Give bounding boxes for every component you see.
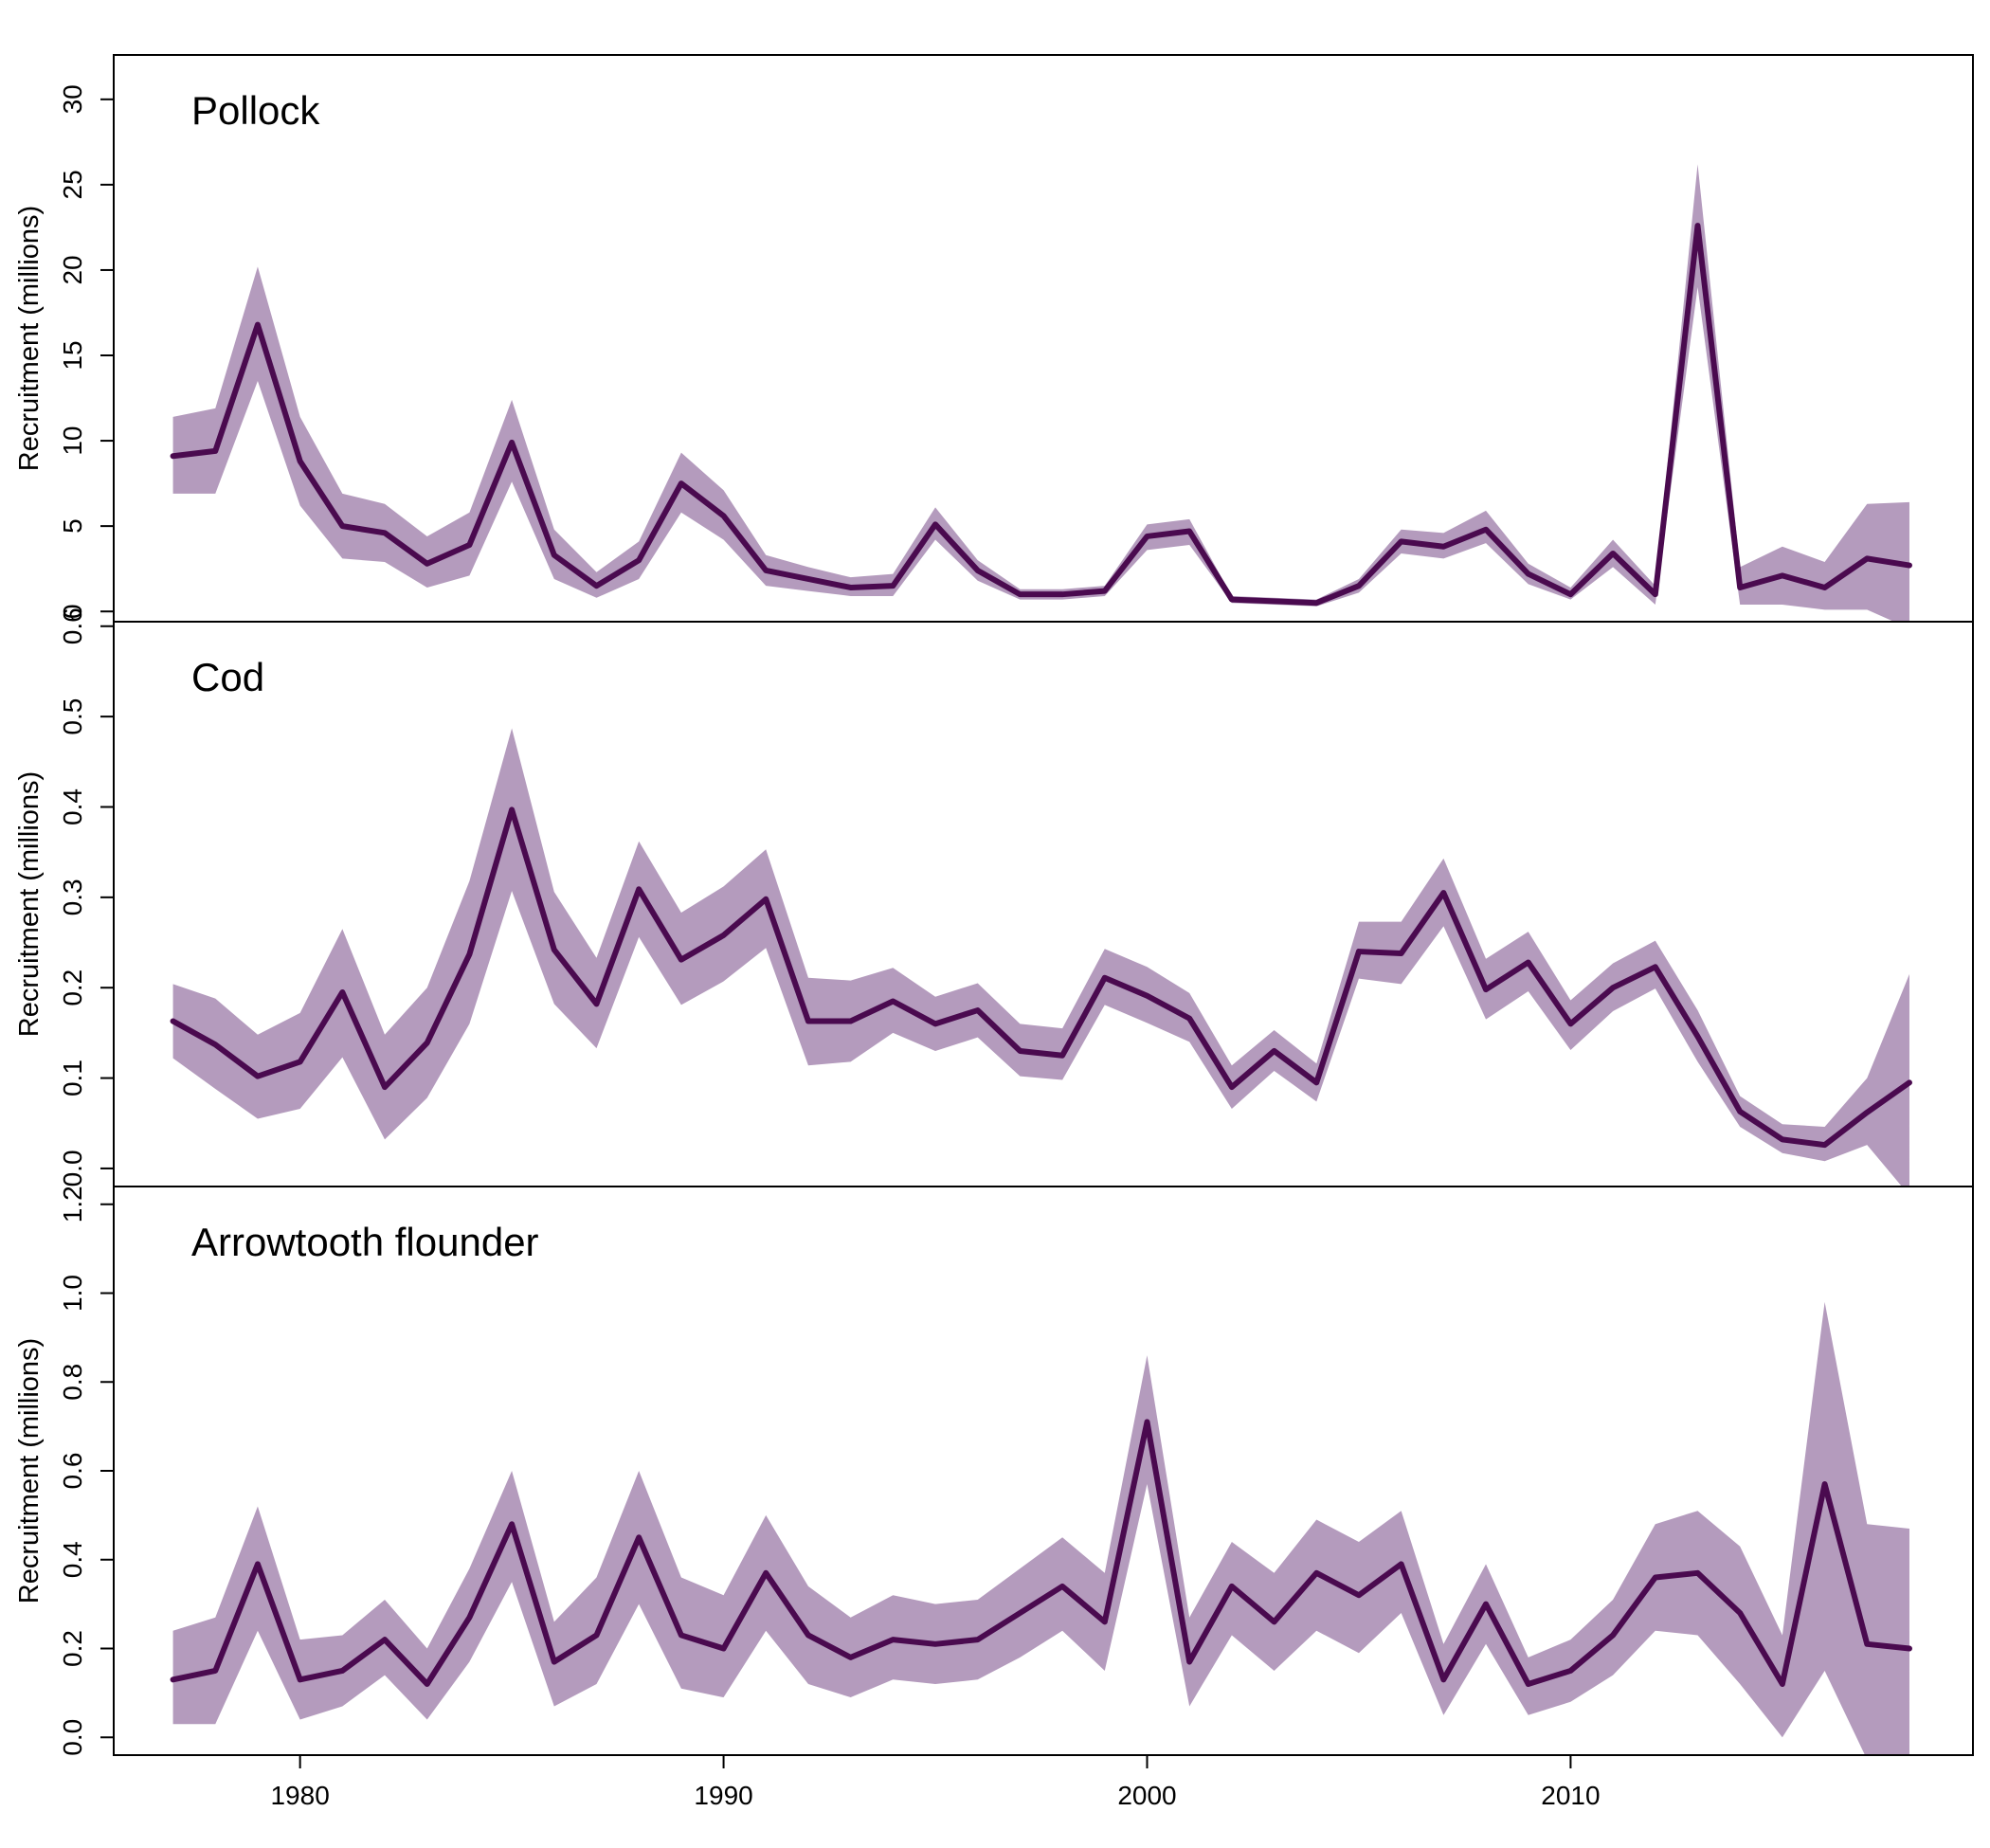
panel-1-ytick-label-3: 0.3 bbox=[58, 879, 87, 915]
panel-0-ytick-label-0: 0 bbox=[58, 604, 87, 619]
panel-0-title: Pollock bbox=[191, 88, 320, 133]
panel-0-ytick-label-4: 20 bbox=[58, 255, 87, 284]
panel-2-series-0-band bbox=[172, 1301, 1909, 1755]
panel-2-ytick-label-3: 0.6 bbox=[58, 1453, 87, 1490]
panel-2-ylabel: Recruitment (millions) bbox=[14, 1338, 45, 1603]
panel-2-ytick-label-0: 0.0 bbox=[58, 1719, 87, 1756]
panel-2-series-0-line bbox=[170, 1419, 1912, 1687]
panel-1: 0.0 0.1 0.2 0.3 0.4 0.5 0.6 Recruitment (millio… bbox=[14, 607, 1974, 1187]
panel-1-ylabel: Recruitment (millions) bbox=[14, 771, 45, 1037]
panel-2-title: Arrowtooth flounder bbox=[191, 1220, 539, 1264]
panel-1-ytick-label-2: 0.2 bbox=[58, 969, 87, 1006]
xtick-label-2: 2000 bbox=[1117, 1781, 1176, 1810]
panel-2-ytick-label-4: 0.8 bbox=[58, 1364, 87, 1401]
panel-0-ylabel: Recruitment (millions) bbox=[14, 206, 45, 471]
panel-1-title: Cod bbox=[191, 655, 264, 699]
panel-1-ytick-label-0: 0.0 bbox=[58, 1150, 87, 1187]
panel-1-ytick-label-6: 0.6 bbox=[58, 607, 87, 644]
panel-2-ytick-label-2: 0.4 bbox=[58, 1541, 87, 1578]
panel-2-ytick-label-5: 1.0 bbox=[58, 1275, 87, 1312]
panel-0-ytick-label-1: 5 bbox=[58, 518, 87, 534]
panel-0-ytick-label-2: 10 bbox=[58, 426, 87, 455]
xtick-label-3: 2010 bbox=[1541, 1781, 1600, 1810]
panel-1-ytick-label-1: 0.1 bbox=[58, 1060, 87, 1096]
panel-1-ytick-label-5: 0.5 bbox=[58, 698, 87, 735]
panel-2-plot-area bbox=[170, 1301, 1912, 1755]
panel-0-ytick-label-5: 25 bbox=[58, 170, 87, 199]
panel-2-ytick-label-6: 1.2 bbox=[58, 1186, 87, 1223]
panel-2-ytick-label-1: 0.2 bbox=[58, 1630, 87, 1667]
panel-0-plot-area bbox=[170, 164, 1912, 622]
panel-0-ytick-label-6: 30 bbox=[58, 84, 87, 114]
panel-2: 0.0 0.2 0.4 0.6 0.8 1.0 1.2 Recruitment (millio… bbox=[14, 1186, 1974, 1810]
panel-0: 0 5 10 15 20 25 30 Recruitment (millions) Polloc… bbox=[14, 54, 1974, 623]
panel-1-series-0-line bbox=[170, 806, 1912, 1149]
panel-1-series-0-band bbox=[172, 728, 1909, 1187]
panel-1-ytick-label-4: 0.4 bbox=[58, 788, 87, 825]
xtick-label-1: 1990 bbox=[694, 1781, 752, 1810]
panel-0-series-0-line bbox=[170, 223, 1912, 607]
panel-0-ytick-label-3: 15 bbox=[58, 340, 87, 370]
panel-1-plot-area bbox=[170, 728, 1912, 1187]
xtick-label-0: 1980 bbox=[270, 1781, 329, 1810]
